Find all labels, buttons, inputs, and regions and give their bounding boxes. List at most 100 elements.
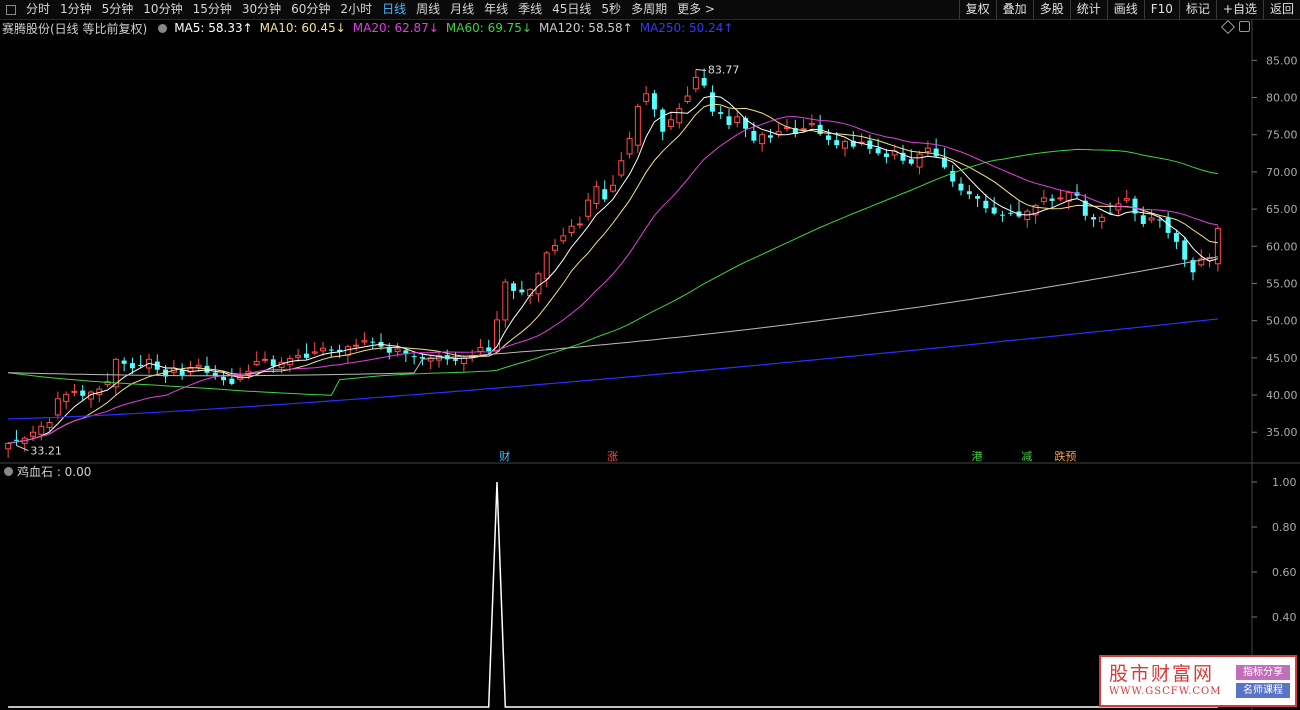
candle-body [221, 376, 227, 381]
candle-body [850, 140, 856, 147]
low-label: 33.21 [30, 445, 62, 458]
candle-body [386, 346, 392, 353]
candle-body [1190, 260, 1196, 273]
period-tab-4[interactable]: 15分钟 [192, 2, 232, 16]
candle-body [270, 359, 276, 367]
candle-body [1040, 197, 1047, 203]
period-tab-14[interactable]: 5秒 [601, 2, 622, 16]
candle-body [353, 344, 360, 347]
candle-body [112, 358, 119, 388]
toolbar-button-4[interactable]: 画线 [1106, 0, 1144, 19]
candle-body [908, 159, 914, 164]
candle-body [419, 357, 425, 359]
window-icon[interactable] [1239, 21, 1250, 32]
period-tab-11[interactable]: 年线 [484, 2, 509, 16]
toolbar-button-3[interactable]: 统计 [1069, 0, 1107, 19]
candle-body [394, 348, 401, 353]
period-tab-12[interactable]: 季线 [518, 2, 543, 16]
candle-body [502, 281, 509, 321]
candle-body [370, 341, 376, 343]
candle-body [924, 147, 931, 152]
candle-body [1082, 200, 1088, 216]
high-label: 83.77 [708, 63, 740, 76]
candle-body [1049, 198, 1055, 201]
layout-toggle-icon[interactable] [6, 4, 16, 15]
ma-line-ma250 [8, 318, 1218, 420]
candle-body [179, 369, 185, 375]
candle-body [900, 152, 906, 161]
candle-body [834, 140, 840, 146]
candle-body [121, 360, 127, 364]
candle-body [262, 358, 268, 361]
candle-body [684, 95, 691, 103]
candle-body [1157, 219, 1163, 221]
period-tab-3[interactable]: 10分钟 [143, 2, 183, 16]
candle-body [875, 148, 881, 154]
candle-body [643, 93, 650, 102]
candle-body [792, 127, 798, 134]
candle-body [634, 105, 641, 146]
candle-body [743, 117, 749, 129]
candle-body [983, 200, 989, 209]
settings-circle-icon[interactable] [158, 23, 168, 33]
toolbar-button-1[interactable]: 叠加 [995, 0, 1033, 19]
event-marker: 财 [499, 449, 510, 463]
low-pointer [16, 445, 29, 452]
ma-line-ma60 [8, 148, 1219, 396]
candle-body [1098, 216, 1105, 223]
candle-body [618, 160, 625, 176]
candle-body [568, 225, 575, 233]
candle-body [726, 116, 732, 126]
toolbar-button-6[interactable]: 标记 [1178, 0, 1216, 19]
candle-body [759, 134, 766, 145]
sub-y-tick-label: 0.60 [1272, 566, 1297, 579]
ma-line-ma5 [8, 95, 1219, 444]
candle-body [692, 76, 699, 90]
period-tab-7[interactable]: 2小时 [340, 2, 373, 16]
candle-body [494, 319, 500, 352]
candle-body [361, 340, 368, 343]
ma-legend-item-4: MA120: 58.58↑ [538, 21, 633, 35]
candle-body [842, 140, 848, 149]
main-y-tick-label: 65.00 [1266, 203, 1298, 216]
period-tab-16[interactable]: 更多 > [677, 2, 715, 16]
period-tab-5[interactable]: 30分钟 [241, 2, 282, 16]
main-y-tick-label: 80.00 [1266, 92, 1298, 105]
candle-body [660, 109, 666, 132]
main-y-tick-label: 60.00 [1266, 240, 1298, 253]
toolbar-button-8[interactable]: 返回 [1262, 0, 1300, 19]
toolbar-button-0[interactable]: 复权 [958, 0, 996, 19]
period-tab-2[interactable]: 5分钟 [101, 2, 134, 16]
candle-body [5, 442, 12, 450]
period-tab-1[interactable]: 1分钟 [60, 2, 92, 16]
candle-body [453, 359, 459, 361]
ma-line-ma20 [8, 116, 1218, 444]
period-tab-13[interactable]: 45日线 [552, 2, 592, 16]
period-tab-15[interactable]: 多周期 [631, 2, 668, 16]
candle-body [229, 378, 235, 384]
period-tab-6[interactable]: 60分钟 [291, 2, 331, 16]
ma-line-ma120 [8, 256, 1218, 377]
candle-body [1107, 212, 1113, 214]
candle-body [1032, 204, 1039, 216]
period-tab-9[interactable]: 周线 [416, 2, 441, 16]
candle-body [1008, 212, 1014, 214]
candle-body [775, 131, 782, 135]
toolbar-button-5[interactable]: F10 [1143, 0, 1179, 19]
candle-body [212, 372, 218, 376]
period-tab-10[interactable]: 月线 [450, 2, 475, 16]
toolbar-button-7[interactable]: +自选 [1215, 0, 1263, 19]
toolbar-button-2[interactable]: 多股 [1032, 0, 1070, 19]
event-marker: 涨 [607, 450, 618, 463]
period-tab-8[interactable]: 日线 [382, 2, 407, 16]
candle-body [701, 78, 707, 86]
candle-body [966, 191, 972, 195]
indicator-settings-icon[interactable] [4, 466, 13, 476]
main-y-tick-label: 45.00 [1266, 352, 1298, 365]
candle-body [403, 350, 409, 355]
candle-body [552, 245, 558, 251]
period-tab-0[interactable]: 分时 [26, 2, 51, 16]
watermark-title: 股市财富网 [1109, 663, 1215, 685]
event-marker: 跌预 [1054, 449, 1076, 463]
